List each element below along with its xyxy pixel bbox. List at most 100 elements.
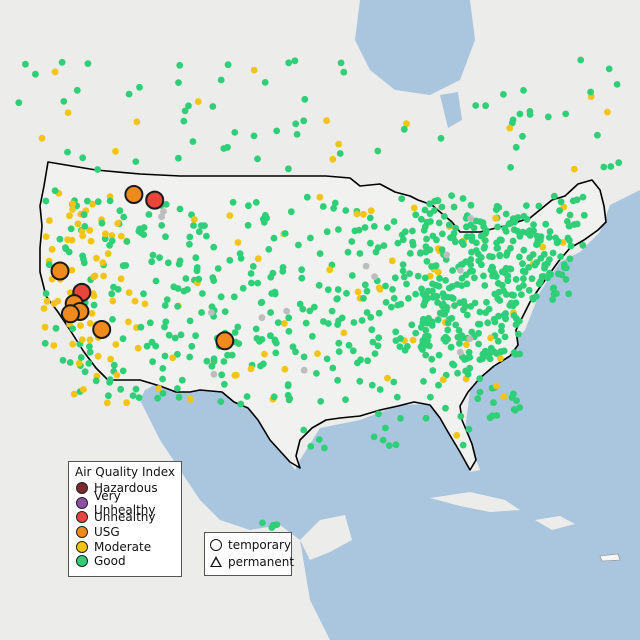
monitor-marker (249, 263, 257, 270)
monitor-marker (32, 70, 39, 78)
monitor-marker (42, 197, 50, 205)
monitor-marker (353, 210, 361, 218)
monitor-marker (453, 432, 461, 439)
monitor-marker (458, 332, 466, 340)
monitor-marker (580, 211, 588, 219)
monitor-marker (323, 228, 331, 236)
monitor-marker (502, 310, 509, 317)
monitor-marker (412, 329, 420, 337)
monitor-marker (79, 154, 87, 162)
monitor-marker (326, 266, 334, 274)
monitor-marker (42, 290, 50, 297)
monitor-marker (417, 323, 425, 331)
monitor-marker (214, 265, 222, 272)
monitor-marker (274, 319, 282, 326)
monitor-marker (314, 350, 321, 357)
monitor-marker (279, 264, 287, 271)
monitor-marker (409, 227, 416, 235)
monitor-marker (160, 208, 167, 215)
monitor-marker (298, 266, 305, 274)
monitor-marker (237, 400, 245, 408)
monitor-marker (285, 59, 293, 67)
aqi-large-marker[interactable] (92, 320, 112, 339)
monitor-marker (38, 134, 46, 142)
hudson-bay (355, 0, 475, 95)
monitor-marker (185, 102, 192, 110)
monitor-marker (174, 285, 182, 292)
monitor-marker (477, 254, 485, 261)
monitor-marker (448, 192, 455, 200)
monitor-marker (194, 98, 202, 105)
monitor-marker (148, 338, 156, 346)
monitor-marker (605, 65, 613, 73)
monitor-marker (176, 205, 184, 213)
monitor-marker (226, 212, 234, 220)
monitor-marker (465, 348, 473, 356)
monitor-marker (99, 259, 107, 267)
monitor-marker (104, 250, 112, 257)
monitor-marker (190, 222, 197, 229)
monitor-marker (520, 275, 527, 283)
monitor-marker (388, 303, 395, 311)
monitor-marker (182, 275, 190, 282)
monitor-marker (421, 333, 429, 340)
monitor-marker (174, 385, 181, 392)
monitor-marker (530, 227, 537, 235)
monitor-marker (494, 337, 502, 345)
monitor-marker (230, 293, 238, 301)
monitor-marker (124, 318, 132, 326)
monitor-marker (448, 314, 456, 322)
monitor-marker (79, 232, 86, 240)
monitor-marker (299, 305, 307, 313)
monitor-marker (247, 365, 255, 373)
monitor-marker (537, 233, 545, 241)
monitor-marker (334, 376, 341, 384)
monitor-marker (310, 303, 318, 311)
monitor-marker (51, 187, 59, 195)
monitor-marker (292, 120, 300, 128)
monitor-marker (542, 220, 550, 228)
monitor-marker (502, 228, 510, 235)
monitor-marker (210, 370, 218, 378)
monitor-marker (594, 131, 601, 139)
monitor-marker (159, 365, 167, 372)
monitor-marker (354, 359, 361, 367)
monitor-marker (137, 323, 145, 331)
monitor-marker (544, 113, 552, 121)
monitor-marker (482, 102, 489, 110)
monitor-marker (512, 299, 520, 307)
aqi-large-marker[interactable] (50, 261, 70, 281)
monitor-marker (56, 235, 64, 243)
monitor-marker (68, 266, 76, 274)
monitor-marker (363, 309, 371, 316)
monitor-marker (236, 250, 244, 257)
monitor-marker (379, 436, 387, 444)
monitor-marker (261, 79, 269, 86)
monitor-marker (285, 165, 292, 173)
monitor-marker (447, 234, 454, 242)
monitor-marker (349, 347, 357, 355)
monitor-marker (188, 342, 196, 350)
monitor-marker (491, 290, 499, 298)
aqi-large-marker[interactable] (60, 304, 80, 324)
monitor-marker (78, 336, 86, 343)
monitor-marker (500, 91, 507, 98)
unhealthy-swatch (76, 511, 88, 524)
aqi-large-marker[interactable] (145, 190, 165, 210)
aqi-large-marker[interactable] (215, 331, 235, 351)
monitor-marker (521, 268, 529, 276)
aqi-large-marker[interactable] (124, 185, 144, 204)
monitor-marker (335, 339, 343, 347)
monitor-marker (510, 291, 517, 299)
monitor-marker (281, 365, 289, 373)
monitor-marker (412, 290, 419, 298)
monitor-marker (174, 350, 181, 358)
monitor-marker (525, 286, 533, 294)
monitor-marker (546, 228, 554, 235)
hispaniola-land (535, 516, 575, 530)
monitor-marker (335, 348, 343, 355)
monitor-marker (477, 232, 485, 240)
monitor-marker (539, 243, 547, 251)
monitor-marker (460, 241, 467, 249)
monitor-marker (120, 213, 128, 221)
